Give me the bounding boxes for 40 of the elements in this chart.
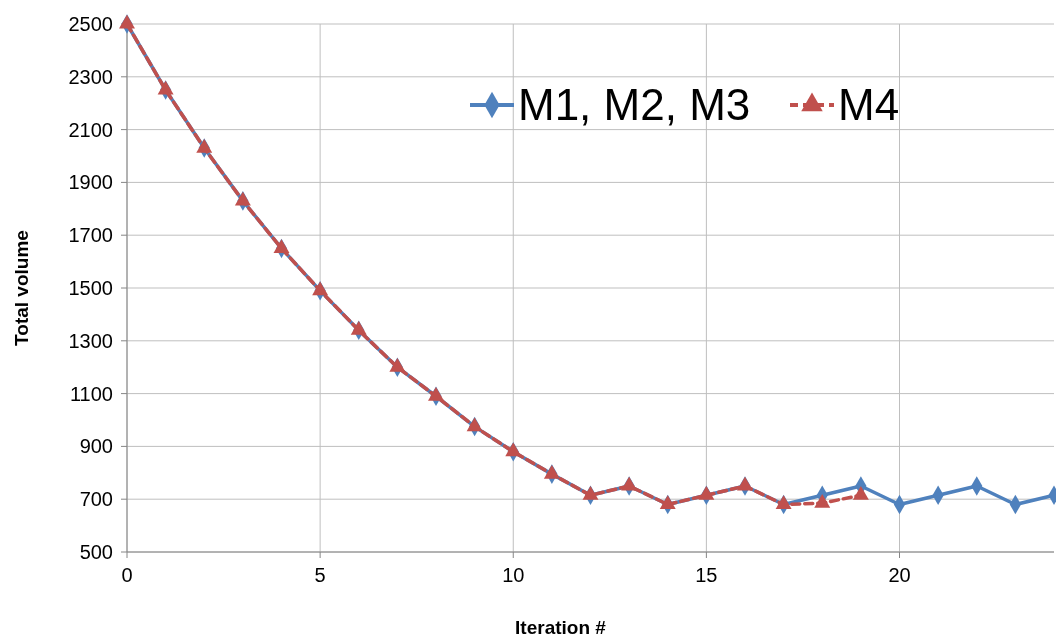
x-tick-label: 15 xyxy=(695,564,718,586)
point xyxy=(582,486,599,500)
y-tick-label: 1300 xyxy=(68,329,113,352)
point xyxy=(312,281,329,296)
point xyxy=(428,387,444,401)
x-tick-label: 20 xyxy=(888,564,911,586)
point xyxy=(466,417,483,432)
point xyxy=(273,239,290,253)
point xyxy=(119,14,135,29)
point xyxy=(543,464,560,479)
x-tick-label: 10 xyxy=(502,564,525,586)
x-tick-label: 0 xyxy=(121,564,133,586)
y-tick-label: 2100 xyxy=(68,118,113,141)
legend-label: M4 xyxy=(838,80,900,130)
point xyxy=(389,358,406,372)
point xyxy=(505,442,522,457)
point xyxy=(234,191,251,206)
y-tick-label: 1500 xyxy=(68,277,113,299)
y-tick-label: 1900 xyxy=(68,171,113,194)
point xyxy=(621,476,638,491)
point xyxy=(775,495,792,510)
y-tick-label: 500 xyxy=(79,541,113,563)
y-tick-label: 700 xyxy=(79,488,113,511)
point xyxy=(852,486,869,500)
y-tick-label: 900 xyxy=(79,435,113,458)
point xyxy=(157,80,174,95)
point xyxy=(196,138,213,153)
x-axis-title: Iteration # xyxy=(515,617,607,638)
legend-label: M1, M2, M3 xyxy=(518,80,751,130)
y-tick-label: 1700 xyxy=(68,224,113,247)
point xyxy=(814,493,831,508)
point xyxy=(350,321,367,335)
y-tick-label: 2500 xyxy=(68,13,113,35)
point xyxy=(698,486,715,500)
y-tick-label: 1100 xyxy=(69,382,113,405)
y-axis-title: Total volume xyxy=(11,230,32,346)
point xyxy=(659,495,676,510)
point xyxy=(737,476,753,491)
y-tick-label: 2300 xyxy=(68,65,113,88)
x-tick-label: 5 xyxy=(314,564,326,586)
